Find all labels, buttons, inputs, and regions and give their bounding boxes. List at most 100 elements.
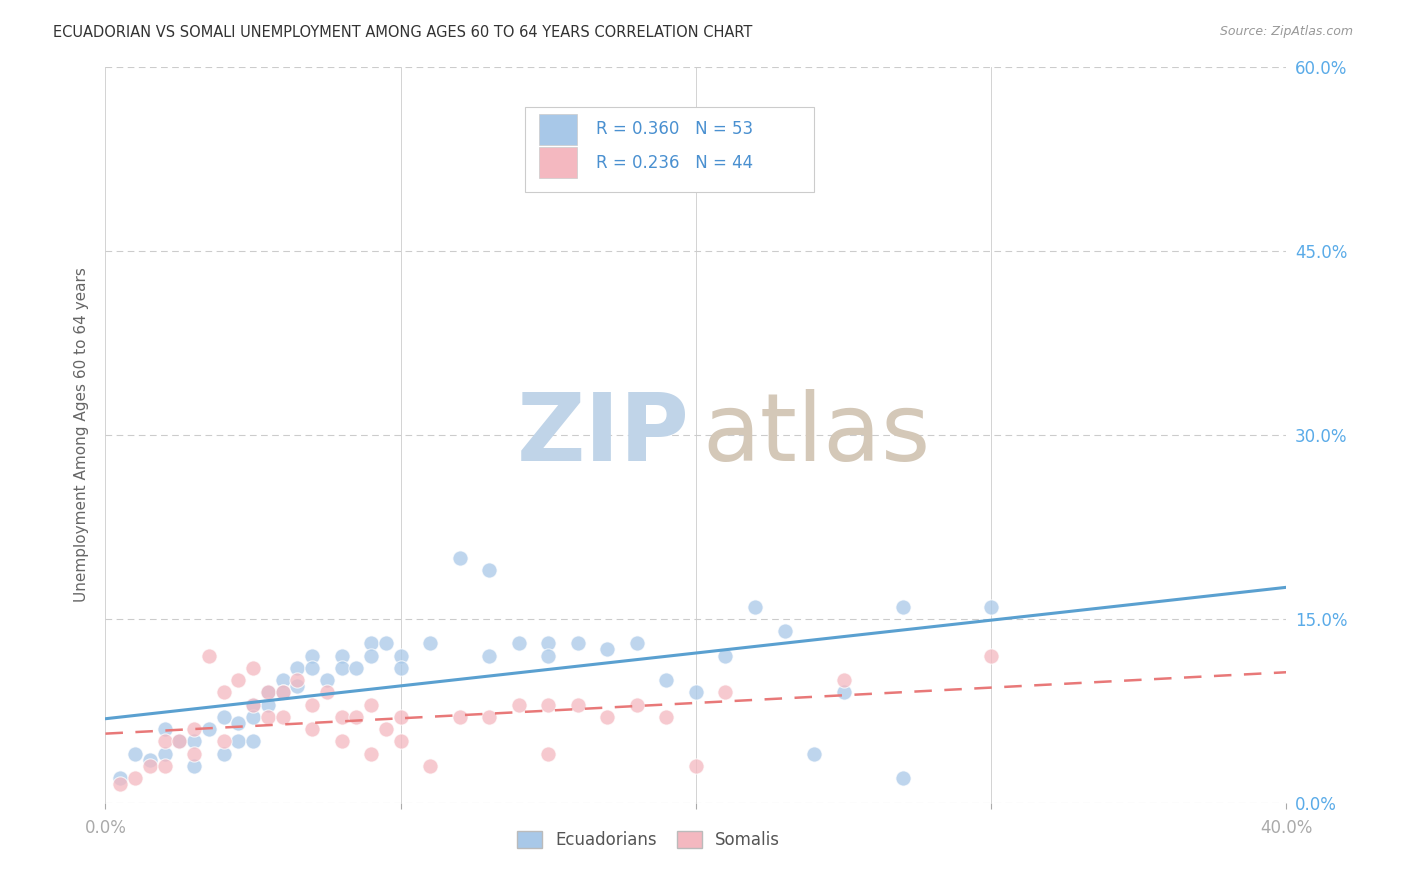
Point (537, 636, 560, 650)
Text: R = 0.236   N = 44: R = 0.236 N = 44 (596, 153, 752, 171)
Point (449, 550, 471, 565)
Point (980, 648, 1002, 663)
Text: atlas: atlas (702, 389, 931, 481)
Point (315, 685, 337, 699)
Point (596, 642, 619, 657)
Y-axis label: Unemployment Among Ages 60 to 64 years: Unemployment Among Ages 60 to 64 years (75, 268, 90, 602)
Point (287, 661, 309, 675)
Point (330, 648, 353, 663)
Point (153, 759, 176, 773)
Point (197, 723, 219, 737)
Point (537, 648, 560, 663)
Point (714, 648, 737, 663)
FancyBboxPatch shape (524, 107, 814, 192)
Legend: Ecuadorians, Somalis: Ecuadorians, Somalis (509, 822, 789, 857)
Point (508, 636, 530, 650)
Point (197, 648, 219, 663)
Point (389, 710, 412, 724)
Point (315, 673, 337, 687)
Text: R = 0.360   N = 53: R = 0.360 N = 53 (596, 120, 752, 138)
Point (228, 673, 250, 687)
Point (360, 636, 382, 650)
Point (891, 599, 914, 614)
Point (346, 710, 368, 724)
Point (212, 685, 235, 699)
Point (537, 747, 560, 761)
Point (242, 710, 264, 724)
Point (567, 698, 589, 712)
Point (271, 710, 294, 724)
Point (287, 679, 309, 693)
Point (124, 771, 146, 786)
Point (478, 710, 501, 724)
Point (626, 636, 648, 650)
Point (360, 747, 382, 761)
Point (301, 661, 323, 675)
Point (330, 734, 353, 748)
Point (389, 648, 412, 663)
Point (169, 734, 191, 748)
Point (242, 661, 264, 675)
Point (257, 698, 280, 712)
Point (773, 624, 796, 639)
Point (110, 771, 132, 786)
FancyBboxPatch shape (538, 147, 576, 178)
Point (596, 710, 619, 724)
Point (478, 648, 501, 663)
Point (803, 747, 825, 761)
Point (271, 673, 294, 687)
Point (153, 734, 176, 748)
Point (271, 685, 294, 699)
Point (419, 636, 441, 650)
Point (419, 759, 441, 773)
Point (744, 599, 766, 614)
Point (301, 648, 323, 663)
Point (655, 673, 678, 687)
Point (374, 636, 398, 650)
Point (153, 747, 176, 761)
Point (183, 723, 205, 737)
Point (138, 753, 162, 767)
Point (242, 734, 264, 748)
FancyBboxPatch shape (538, 114, 576, 145)
Point (212, 747, 235, 761)
Point (183, 759, 205, 773)
Point (330, 710, 353, 724)
Point (242, 698, 264, 712)
Point (655, 710, 678, 724)
Point (891, 771, 914, 786)
Point (360, 698, 382, 712)
Point (567, 636, 589, 650)
Point (228, 734, 250, 748)
Point (537, 698, 560, 712)
Point (330, 661, 353, 675)
Point (257, 685, 280, 699)
Point (257, 685, 280, 699)
Point (301, 723, 323, 737)
Point (714, 685, 737, 699)
Point (153, 723, 176, 737)
Point (287, 673, 309, 687)
Point (138, 759, 162, 773)
Point (169, 734, 191, 748)
Point (832, 685, 855, 699)
Point (685, 685, 707, 699)
Point (110, 777, 132, 791)
Point (478, 563, 501, 577)
Text: Source: ZipAtlas.com: Source: ZipAtlas.com (1219, 25, 1353, 38)
Point (212, 734, 235, 748)
Point (242, 698, 264, 712)
Point (374, 723, 398, 737)
Point (360, 648, 382, 663)
Point (257, 710, 280, 724)
Point (212, 710, 235, 724)
Text: ZIP: ZIP (517, 389, 690, 481)
Point (124, 747, 146, 761)
Point (301, 698, 323, 712)
Point (389, 734, 412, 748)
Point (449, 710, 471, 724)
Point (832, 673, 855, 687)
Text: ECUADORIAN VS SOMALI UNEMPLOYMENT AMONG AGES 60 TO 64 YEARS CORRELATION CHART: ECUADORIAN VS SOMALI UNEMPLOYMENT AMONG … (53, 25, 752, 40)
Point (980, 599, 1002, 614)
Point (685, 759, 707, 773)
